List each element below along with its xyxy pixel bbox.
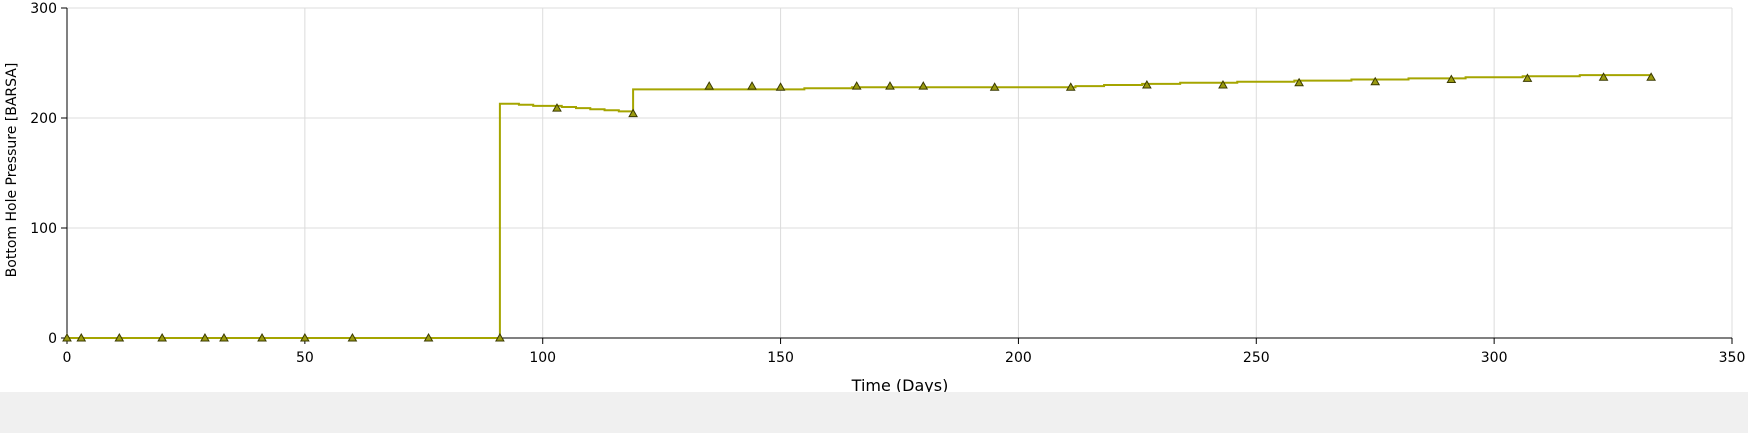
pressure-chart: 0 50 100 150 200 250 300 350 0 100 200 300 Time (Da… <box>4 1 1745 395</box>
data-marker <box>299 332 310 342</box>
data-marker <box>628 108 638 118</box>
x-tick-label: 350 <box>1719 350 1746 366</box>
data-marker <box>1065 82 1076 91</box>
y-axis-label: Bottom Hole Pressure [BARSA] <box>4 63 20 278</box>
data-marker <box>495 332 505 342</box>
x-tick-label: 150 <box>767 350 794 366</box>
grid <box>66 7 1733 339</box>
x-tick-label: 50 <box>296 350 314 366</box>
y-tick-label: 100 <box>30 221 57 237</box>
data-marker <box>200 332 210 342</box>
data-marker <box>747 81 757 90</box>
x-tick-label: 0 <box>63 350 72 366</box>
data-marker <box>114 332 125 342</box>
data-marker <box>1218 79 1228 89</box>
data-marker <box>347 332 358 342</box>
x-tick-label: 200 <box>1005 350 1032 366</box>
data-marker <box>1646 72 1656 81</box>
y-tick-label: 0 <box>48 331 57 347</box>
data-marker <box>76 332 87 342</box>
status-bar <box>0 392 1748 433</box>
x-tick-label: 300 <box>1481 350 1508 366</box>
data-marker <box>1446 74 1457 83</box>
x-axis-label: Time (Days) <box>851 376 949 392</box>
data-marker <box>1522 73 1533 82</box>
data-marker <box>885 81 895 90</box>
x-tick-label: 250 <box>1243 350 1270 366</box>
data-marker <box>219 332 229 342</box>
data-marker <box>62 332 72 342</box>
data-marker <box>552 103 562 112</box>
data-marker <box>1598 72 1609 81</box>
data-marker <box>157 332 168 342</box>
data-marker <box>989 82 1000 91</box>
axes: 0 50 100 150 200 250 300 350 0 100 200 300 <box>30 1 1745 366</box>
x-tick-label: 100 <box>529 350 556 366</box>
data-marker <box>1370 76 1381 86</box>
data-marker <box>257 332 267 342</box>
data-marker <box>1294 77 1304 87</box>
data-marker <box>775 82 786 91</box>
data-marker <box>704 81 715 90</box>
data-marker <box>918 81 929 90</box>
data-marker <box>1142 79 1152 89</box>
data-marker <box>851 81 862 90</box>
markers <box>62 72 1656 342</box>
chart-panel: 0 50 100 150 200 250 300 350 0 100 200 300 Time (Da… <box>4 1 1746 395</box>
y-tick-label: 300 <box>30 1 57 17</box>
y-tick-label: 200 <box>30 111 57 127</box>
data-marker <box>423 332 434 342</box>
